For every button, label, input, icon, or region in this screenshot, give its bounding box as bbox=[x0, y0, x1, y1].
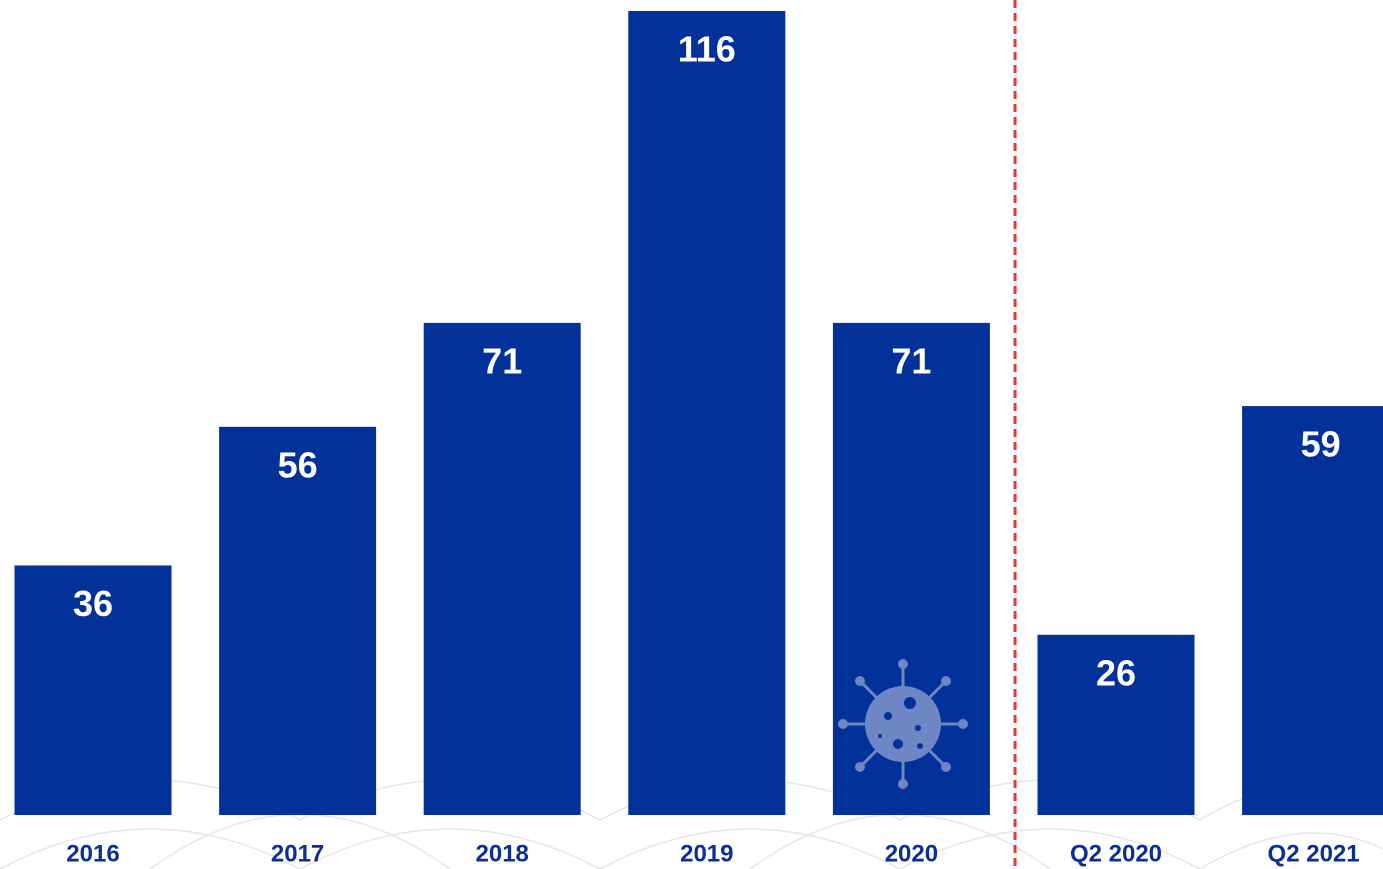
value-label: 71 bbox=[482, 340, 522, 381]
value-label: 36 bbox=[73, 583, 113, 624]
bar bbox=[1037, 634, 1195, 815]
value-label: 71 bbox=[891, 340, 931, 381]
x-tick-label: Q2 2021 bbox=[1268, 840, 1360, 867]
value-label: 56 bbox=[278, 444, 318, 485]
x-tick-label: 2016 bbox=[66, 840, 119, 867]
x-tick-label: 2018 bbox=[476, 840, 529, 867]
bar bbox=[14, 565, 172, 815]
bar bbox=[628, 11, 786, 815]
virus-icon bbox=[838, 659, 968, 789]
x-tick-label: 2020 bbox=[885, 840, 938, 867]
x-tick-label: 2019 bbox=[680, 840, 733, 867]
value-label: 116 bbox=[678, 29, 736, 70]
bars bbox=[14, 11, 1383, 815]
bar bbox=[219, 426, 377, 815]
x-tick-label: 2017 bbox=[271, 840, 324, 867]
bar bbox=[423, 322, 581, 815]
value-label: 59 bbox=[1301, 424, 1341, 465]
value-label: 26 bbox=[1096, 652, 1136, 693]
x-tick-label: Q2 2020 bbox=[1070, 840, 1162, 867]
bar bbox=[1242, 406, 1383, 815]
